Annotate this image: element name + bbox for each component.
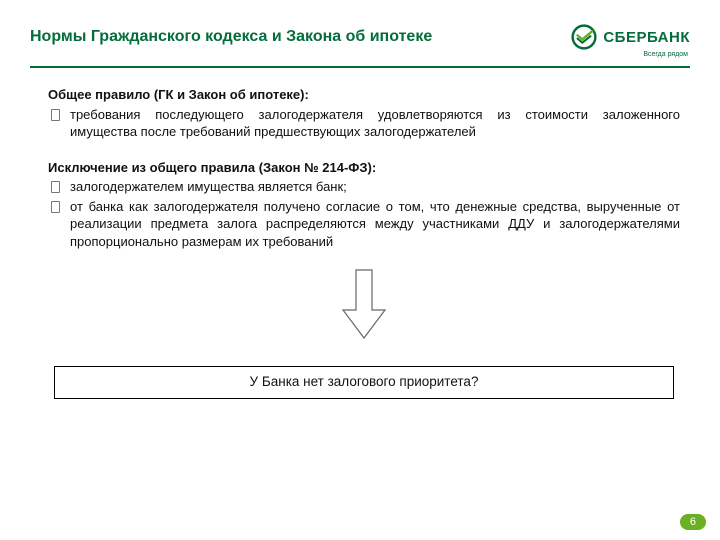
section1-list: требования последующего залогодержателя … — [48, 106, 680, 141]
logo-name: СБЕРБАНК — [603, 29, 690, 46]
logo: СБЕРБАНК Всегда рядом — [571, 24, 690, 58]
list-item: требования последующего залогодержателя … — [48, 106, 680, 141]
logo-tagline: Всегда рядом — [643, 51, 690, 58]
list-item: от банка как залогодержателя получено со… — [48, 198, 680, 251]
section2-heading: Исключение из общего правила (Закон № 21… — [48, 159, 680, 177]
section2-list: залогодержателем имущества является банк… — [48, 178, 680, 250]
content: Общее правило (ГК и Закон об ипотеке): т… — [30, 68, 690, 399]
slide-title: Нормы Гражданского кодекса и Закона об и… — [30, 24, 432, 46]
question-text: У Банка нет залогового приоритета? — [250, 374, 479, 389]
section1-heading: Общее правило (ГК и Закон об ипотеке): — [48, 86, 680, 104]
list-item: залогодержателем имущества является банк… — [48, 178, 680, 196]
page-number: 6 — [680, 514, 706, 530]
logo-top: СБЕРБАНК — [571, 24, 690, 50]
arrow-container — [48, 268, 680, 340]
question-box: У Банка нет залогового приоритета? — [54, 366, 674, 398]
sberbank-logo-icon — [571, 24, 597, 50]
slide: Нормы Гражданского кодекса и Закона об и… — [0, 0, 720, 540]
down-arrow-icon — [341, 268, 387, 340]
header: Нормы Гражданского кодекса и Закона об и… — [30, 24, 690, 58]
